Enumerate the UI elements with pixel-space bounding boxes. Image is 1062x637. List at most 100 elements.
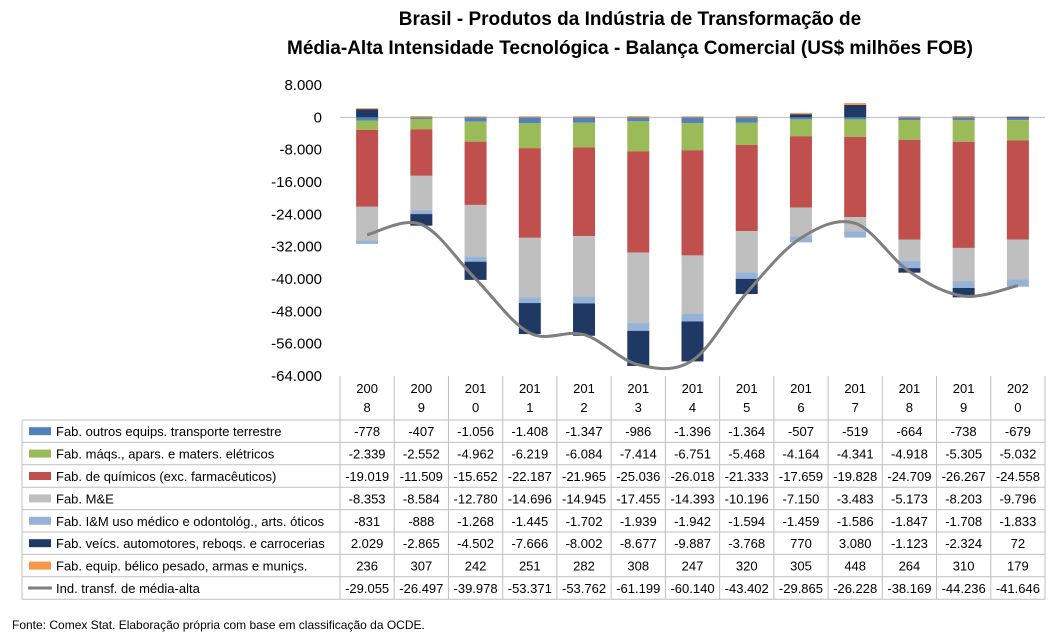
data-label: -1.056 bbox=[457, 424, 494, 439]
bar-segment bbox=[356, 129, 379, 207]
data-label: 247 bbox=[682, 559, 704, 574]
chart-title-line1: Brasil - Produtos da Indústria de Transf… bbox=[399, 9, 861, 30]
y-tick-label: -56.000 bbox=[271, 336, 322, 353]
data-label: -4.341 bbox=[837, 447, 874, 462]
data-label: -8.677 bbox=[620, 536, 657, 551]
y-tick-label: -40.000 bbox=[271, 271, 322, 288]
bar-segment bbox=[1006, 239, 1029, 280]
legend-label: Fab. máqs., apars. e maters. elétricos bbox=[56, 447, 275, 462]
y-axis: 8.000 0 -8.000 -16.000 -24.000 -32.000 -40.000… bbox=[271, 77, 1045, 385]
data-label: -15.652 bbox=[454, 469, 498, 484]
chart-title-line2: Média-Alta Intensidade Tecnológica - Bal… bbox=[287, 38, 973, 59]
bar-segment bbox=[573, 117, 596, 123]
data-label: -21.333 bbox=[725, 469, 769, 484]
bar-segment bbox=[952, 281, 975, 288]
x-tick-label: 5 bbox=[743, 400, 750, 415]
y-tick-label: -32.000 bbox=[271, 239, 322, 256]
bar-segment bbox=[735, 122, 758, 145]
bar-segment bbox=[681, 255, 704, 314]
data-label: -5.305 bbox=[945, 447, 982, 462]
bar-segment bbox=[952, 116, 975, 118]
data-label: -26.228 bbox=[833, 581, 877, 596]
bar-segment bbox=[464, 117, 487, 122]
x-tick-label: 201 bbox=[573, 381, 595, 396]
y-tick-label: -8.000 bbox=[279, 142, 322, 159]
bar-segment bbox=[1006, 116, 1029, 118]
data-label: -6.751 bbox=[674, 447, 711, 462]
x-tick-label: 8 bbox=[906, 400, 913, 415]
bar-segment bbox=[627, 323, 650, 331]
bar-segment bbox=[898, 260, 921, 269]
data-label: -2.865 bbox=[403, 536, 440, 551]
bar-segment bbox=[410, 214, 433, 226]
legend-key bbox=[29, 427, 51, 436]
data-label: 307 bbox=[410, 559, 432, 574]
data-label: -888 bbox=[408, 514, 434, 529]
data-label: 310 bbox=[953, 559, 975, 574]
data-label: 2.029 bbox=[351, 536, 384, 551]
data-label: -8.002 bbox=[566, 536, 603, 551]
data-label: -407 bbox=[408, 424, 434, 439]
bar-segment bbox=[1006, 117, 1029, 121]
series-line-total bbox=[366, 220, 1019, 371]
data-label: -738 bbox=[951, 424, 977, 439]
data-label: 242 bbox=[465, 559, 487, 574]
x-tick-label: 200 bbox=[356, 381, 378, 396]
data-label: -26.018 bbox=[670, 469, 714, 484]
bar-segment bbox=[844, 136, 867, 218]
data-label: -24.709 bbox=[887, 469, 931, 484]
legend-key bbox=[29, 494, 51, 503]
data-label: -8.584 bbox=[403, 491, 440, 506]
data-label: -11.509 bbox=[400, 469, 443, 484]
bar-segment bbox=[681, 150, 704, 256]
data-label: -7.150 bbox=[783, 491, 820, 506]
bar-segment bbox=[681, 116, 704, 118]
bar-segment bbox=[410, 129, 433, 176]
bar-segment bbox=[573, 296, 596, 304]
bar-segment bbox=[410, 210, 433, 215]
bar-segment bbox=[464, 204, 487, 257]
bar-segment bbox=[627, 117, 650, 122]
bar-segment bbox=[952, 247, 975, 282]
y-tick-label: -16.000 bbox=[271, 174, 322, 191]
data-label: -39.978 bbox=[454, 581, 498, 596]
bar-segment bbox=[898, 139, 921, 240]
data-label: -14.696 bbox=[508, 491, 552, 506]
data-label: -19.019 bbox=[345, 469, 389, 484]
y-tick-label: -24.000 bbox=[271, 206, 322, 223]
data-label: -1.459 bbox=[783, 514, 820, 529]
x-tick-label: 6 bbox=[797, 400, 804, 415]
legend-label: Fab. veícs. automotores, reboqs. e carro… bbox=[56, 536, 325, 551]
data-label: -1.445 bbox=[511, 514, 548, 529]
bar-segment bbox=[1006, 140, 1029, 240]
data-label: -22.187 bbox=[508, 469, 552, 484]
data-label: 305 bbox=[790, 559, 812, 574]
data-label: -14.945 bbox=[562, 491, 606, 506]
data-label: -14.393 bbox=[670, 491, 714, 506]
bar-segment bbox=[464, 121, 487, 142]
bar-segment bbox=[464, 116, 487, 118]
data-label: -8.353 bbox=[349, 491, 386, 506]
data-label: 72 bbox=[1011, 536, 1025, 551]
data-label: -778 bbox=[354, 424, 380, 439]
x-tick-label: 2 bbox=[580, 400, 587, 415]
x-tick-label: 0 bbox=[472, 400, 479, 415]
data-label: -17.455 bbox=[616, 491, 660, 506]
bar-segment bbox=[356, 206, 379, 241]
data-label: -507 bbox=[788, 424, 814, 439]
bar-segment bbox=[410, 116, 433, 118]
x-tick-label: 202 bbox=[1007, 381, 1029, 396]
bar-segment bbox=[356, 240, 379, 244]
data-label: -12.780 bbox=[454, 491, 498, 506]
bar-segment bbox=[844, 117, 867, 120]
data-label: -4.164 bbox=[783, 447, 820, 462]
x-tick-label: 3 bbox=[635, 400, 642, 415]
data-label: -7.666 bbox=[511, 536, 548, 551]
bar-segment bbox=[356, 117, 379, 121]
x-tick-label: 201 bbox=[844, 381, 866, 396]
data-label: -29.055 bbox=[345, 581, 389, 596]
bar-segment bbox=[844, 231, 867, 238]
legend-key bbox=[29, 539, 51, 548]
data-label: -29.865 bbox=[779, 581, 823, 596]
